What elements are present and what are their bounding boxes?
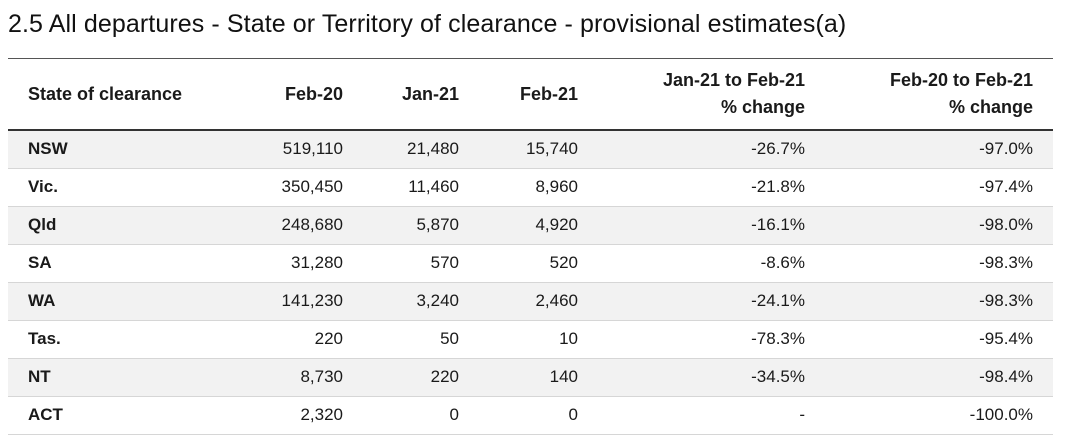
- feb20-cell: 519,110: [282, 139, 343, 159]
- table-row: SA 31,280 570 520 -8.6% -98.3%: [8, 244, 1053, 282]
- feb20-feb21-change-cell: -100.0%: [969, 405, 1033, 424]
- jan21-cell: 5,870: [416, 215, 459, 234]
- column-header-feb20-feb21-change: Feb-20 to Feb-21 % change: [825, 59, 1053, 131]
- column-header-jan21-feb21-change: Jan-21 to Feb-21 % change: [598, 59, 825, 131]
- jan21-cell: 21,480: [407, 139, 459, 159]
- feb20-cell: 350,450: [281, 177, 343, 196]
- feb20-feb21-change-cell: -98.0%: [979, 215, 1033, 234]
- jan21-cell: 50: [440, 329, 459, 348]
- jan21-cell: 0: [449, 405, 459, 424]
- table-row: ACT 2,320 0 0 - -100.0%: [8, 396, 1053, 434]
- jan21-feb21-change-cell: -: [799, 405, 805, 424]
- table-row: NT 8,730 220 140 -34.5% -98.4%: [8, 358, 1053, 396]
- feb20-cell: 220: [314, 329, 343, 348]
- state-cell: ACT: [28, 405, 63, 424]
- feb20-feb21-change-cell: -95.4%: [979, 329, 1033, 348]
- jan21-cell: 220: [430, 367, 459, 386]
- state-cell: Tas.: [28, 329, 61, 348]
- column-header-jan21-feb21-line1: Jan-21 to Feb-21: [662, 70, 805, 90]
- jan21-feb21-change-cell: -78.3%: [751, 329, 805, 348]
- departures-table: State of clearance Feb-20 Jan-21 Feb-21 …: [8, 58, 1053, 435]
- table-row: Tas. 220 50 10 -78.3% -95.4%: [8, 320, 1053, 358]
- feb21-cell: 0: [568, 405, 578, 424]
- jan21-cell: 3,240: [416, 291, 459, 310]
- state-cell: WA: [28, 291, 56, 310]
- jan21-cell: 11,460: [408, 177, 459, 196]
- feb21-cell: 8,960: [535, 177, 578, 196]
- state-cell: Qld: [28, 215, 57, 234]
- column-header-feb21: Feb-21: [519, 83, 578, 104]
- feb20-feb21-change-cell: -98.4%: [979, 367, 1033, 386]
- column-header-state: State of clearance: [28, 83, 183, 104]
- state-cell: Vic.: [28, 177, 58, 196]
- state-cell: NT: [28, 367, 51, 386]
- jan21-feb21-change-cell: -16.1%: [751, 215, 805, 234]
- column-header-jan21: Jan-21: [401, 83, 459, 104]
- table-body: NSW 519,110 21,480 15,740 -26.7% -97.0% …: [8, 130, 1053, 434]
- table-row: Qld 248,680 5,870 4,920 -16.1% -98.0%: [8, 206, 1053, 244]
- feb20-cell: 141,230: [281, 291, 343, 310]
- feb20-cell: 2,320: [300, 405, 343, 424]
- column-header-feb20-feb21-line2: % change: [948, 97, 1033, 117]
- state-cell: SA: [28, 253, 52, 272]
- table-title: 2.5 All departures - State or Territory …: [8, 10, 847, 38]
- column-header-feb20: Feb-20: [284, 83, 343, 104]
- jan21-feb21-change-cell: -26.7%: [751, 139, 805, 159]
- feb20-cell: 31,280: [291, 253, 343, 272]
- feb20-feb21-change-cell: -98.3%: [979, 291, 1033, 310]
- feb21-cell: 2,460: [535, 291, 578, 310]
- jan21-feb21-change-cell: -21.8%: [751, 177, 805, 196]
- state-cell: NSW: [28, 139, 68, 159]
- jan21-feb21-change-cell: -8.6%: [760, 253, 805, 272]
- feb21-cell: 4,920: [535, 215, 578, 234]
- column-header-feb20-feb21-line1: Feb-20 to Feb-21: [889, 70, 1033, 90]
- feb21-cell: 520: [549, 253, 578, 272]
- jan21-cell: 570: [430, 253, 459, 272]
- table-row: NSW 519,110 21,480 15,740 -26.7% -97.0%: [8, 130, 1053, 168]
- jan21-feb21-change-cell: -34.5%: [751, 367, 805, 386]
- table-row: WA 141,230 3,240 2,460 -24.1% -98.3%: [8, 282, 1053, 320]
- feb20-cell: 8,730: [300, 367, 343, 386]
- feb21-cell: 10: [559, 329, 578, 348]
- feb20-cell: 248,680: [281, 215, 343, 234]
- column-header-jan21-feb21-line2: % change: [720, 97, 805, 117]
- table-header-row: State of clearance Feb-20 Jan-21 Feb-21 …: [8, 58, 1053, 131]
- feb20-feb21-change-cell: -98.3%: [979, 253, 1033, 272]
- feb20-feb21-change-cell: -97.4%: [979, 177, 1033, 196]
- jan21-feb21-change-cell: -24.1%: [751, 291, 805, 310]
- feb20-feb21-change-cell: -97.0%: [979, 139, 1033, 159]
- table-row: Vic. 350,450 11,460 8,960 -21.8% -97.4%: [8, 168, 1053, 206]
- feb21-cell: 140: [549, 367, 578, 386]
- feb21-cell: 15,740: [526, 139, 578, 159]
